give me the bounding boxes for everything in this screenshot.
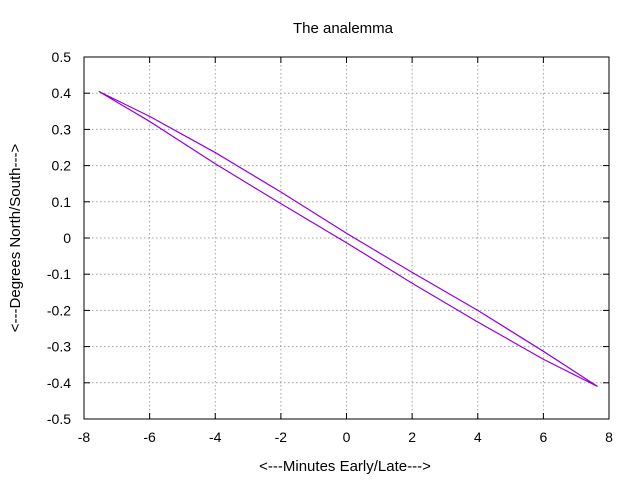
- x-tick-label: 8: [605, 429, 613, 445]
- series-layer: [98, 90, 598, 387]
- y-tick-label: -0.3: [47, 339, 71, 355]
- tick-marks: [83, 56, 610, 420]
- y-tick-label: 0.4: [52, 85, 72, 101]
- y-tick-label: -0.5: [47, 411, 71, 427]
- y-tick-label: 0: [63, 230, 71, 246]
- y-tick-label: 0.3: [52, 121, 72, 137]
- y-tick-label: -0.1: [47, 266, 71, 282]
- chart-title: The analemma: [293, 20, 394, 37]
- y-tick-label: 0.1: [52, 194, 72, 210]
- x-tick-label: 4: [474, 429, 482, 445]
- y-tick-label: 0.5: [52, 49, 72, 65]
- x-tick-label: 0: [343, 429, 351, 445]
- x-axis-label: <---Minutes Early/Late--->: [259, 458, 431, 475]
- grid-lines: [84, 57, 609, 419]
- x-tick-labels: -8 -6 -4 -2 0 2 4 6 8: [78, 429, 613, 445]
- x-tick-label: -8: [78, 429, 91, 445]
- x-tick-label: -2: [275, 429, 288, 445]
- x-tick-label: -4: [209, 429, 222, 445]
- x-tick-label: 2: [408, 429, 416, 445]
- y-axis-label: <---Degrees North/South--->: [7, 144, 24, 333]
- x-tick-label: -6: [143, 429, 156, 445]
- x-tick-label: 6: [539, 429, 547, 445]
- y-tick-labels: -0.5 -0.4 -0.3 -0.2 -0.1 0 0.1 0.2 0.3 0.4 0.5: [47, 49, 71, 427]
- series-line-0: [98, 90, 598, 387]
- y-tick-label: 0.2: [52, 158, 72, 174]
- y-tick-label: -0.4: [47, 375, 71, 391]
- y-tick-label: -0.2: [47, 302, 71, 318]
